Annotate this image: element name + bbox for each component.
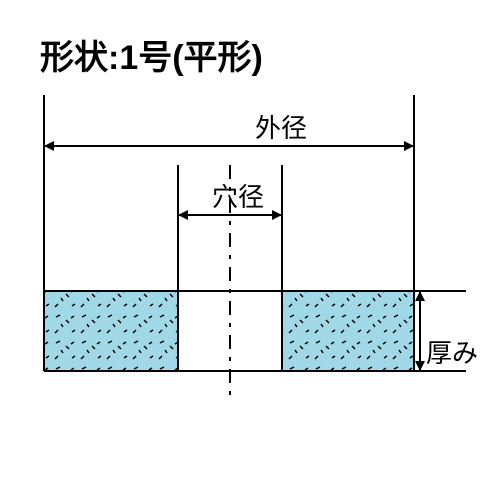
diagram-svg [0, 0, 500, 500]
